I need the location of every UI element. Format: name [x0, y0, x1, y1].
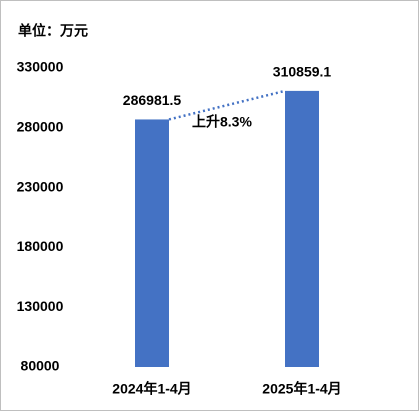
bar: [285, 90, 319, 367]
bar: [135, 119, 169, 367]
unit-label: 单位：万元: [18, 23, 88, 39]
y-tick-label: 180000: [17, 238, 64, 254]
y-tick-label: 330000: [17, 59, 64, 75]
data-label: 286981.5: [123, 92, 182, 108]
data-label: 310859.1: [273, 64, 332, 80]
x-tick-label: 2024年1-4月: [112, 381, 191, 397]
annotation: 上升8.3%: [192, 114, 252, 130]
y-tick-label: 280000: [17, 119, 64, 135]
y-tick-label: 80000: [21, 358, 60, 374]
y-tick-label: 230000: [17, 178, 64, 194]
y-tick-label: 130000: [17, 298, 64, 314]
x-tick-label: 2025年1-4月: [262, 381, 341, 397]
